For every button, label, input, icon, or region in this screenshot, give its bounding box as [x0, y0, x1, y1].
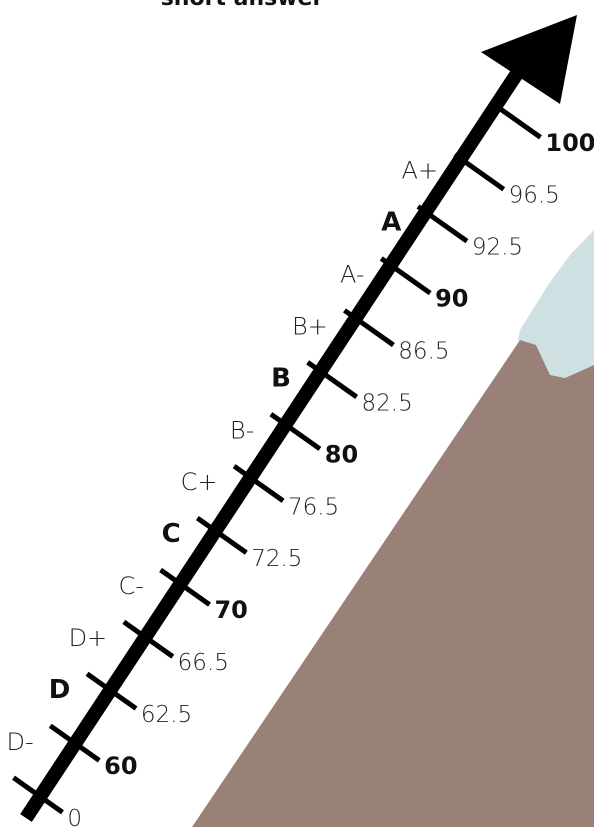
grade-label: A+ [402, 157, 439, 185]
mountain [192, 340, 594, 827]
grade-label: B [271, 363, 291, 393]
value-label: 80 [325, 440, 358, 468]
value-label: 60 [104, 752, 137, 780]
value-label: 90 [435, 285, 468, 313]
tick-7 [269, 412, 322, 451]
value-label: 66.5 [178, 650, 229, 676]
tick-0 [12, 775, 64, 815]
tick-2 [85, 671, 138, 711]
grade-label: D+ [69, 624, 108, 652]
value-label: 96.5 [509, 183, 560, 209]
grade-label: D- [6, 728, 33, 756]
value-label: 70 [214, 596, 247, 624]
grade-label: B- [230, 416, 254, 444]
tick-6 [232, 464, 285, 503]
grade-label: A- [340, 260, 365, 288]
snow-cap [518, 230, 594, 378]
tick-3 [122, 619, 175, 659]
grade-label: A [381, 208, 401, 238]
tick-12 [453, 152, 506, 192]
tick-9 [342, 308, 395, 348]
value-label: 72.5 [251, 546, 302, 572]
tick-13 [490, 100, 542, 140]
value-label: 76.5 [288, 494, 339, 520]
value-label: 62.5 [141, 702, 192, 728]
value-label: 82.5 [362, 390, 413, 416]
grade-label: B+ [292, 312, 328, 340]
value-label: 92.5 [472, 235, 523, 261]
grade-label: C+ [181, 468, 218, 496]
header-title: short answer [0, 0, 539, 11]
tick-marks [12, 100, 542, 815]
grade-label: C- [119, 572, 144, 600]
grade-label: C [162, 519, 181, 549]
tick-1 [48, 723, 101, 763]
tick-4 [159, 567, 212, 607]
value-label: 86.5 [398, 338, 449, 364]
tick-5 [195, 516, 248, 555]
arrow-head [481, 15, 577, 104]
value-label: 100 [545, 129, 594, 157]
grade-label: D [49, 675, 71, 705]
value-label: 0 [67, 806, 82, 827]
tick-10 [379, 256, 432, 296]
arrow-shaft [20, 68, 524, 822]
tick-11 [416, 204, 469, 244]
tick-8 [306, 360, 359, 399]
scale-labels: 0F60D-62.5D66.5D+70C-72.5C76.5C+80B-82.5… [6, 129, 594, 827]
